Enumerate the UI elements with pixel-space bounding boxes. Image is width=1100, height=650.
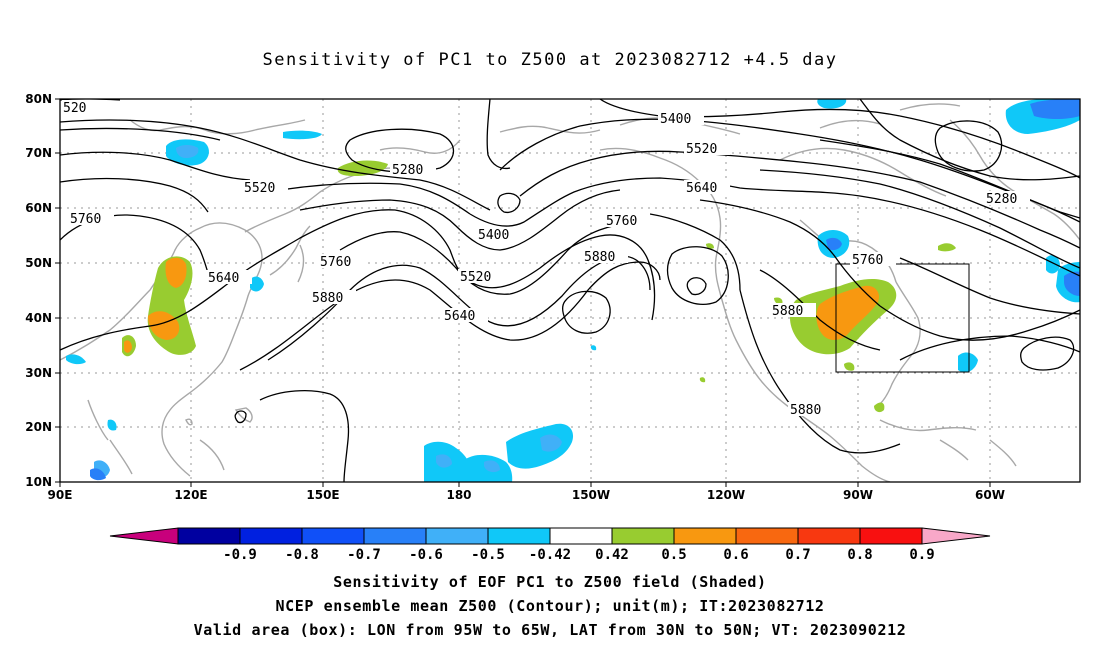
lon-label-120w: 120W: [707, 488, 745, 502]
plot-title: Sensitivity of PC1 to Z500 at 2023082712…: [262, 50, 838, 70]
contour-label: 5760: [320, 255, 351, 270]
contour-label: 5640: [208, 271, 239, 286]
colorbar: -0.9 -0.8 -0.7 -0.6 -0.5 -0.42 0.42 0.5 0.6 0.7 0.…: [109, 527, 991, 563]
lon-label-90e: 90E: [48, 488, 73, 502]
colorbar-segment: [859, 527, 923, 545]
lon-label-60w: 60W: [975, 488, 1005, 502]
colorbar-tick-label: 0.42: [595, 547, 629, 563]
lat-label-10n: 10N: [25, 475, 52, 489]
lat-label-40n: 40N: [25, 311, 52, 325]
colorbar-tick-label: 0.8: [847, 547, 872, 563]
colorbar-tick-label: -0.5: [471, 547, 505, 563]
contour-label: 5760: [70, 212, 101, 227]
latitude-labels: 80N 70N 60N 50N 40N 30N 20N 10N: [25, 92, 52, 489]
contour-labels: 520 5280 5400 5520 5520 5640 5760 5280 5…: [62, 100, 1030, 418]
colorbar-segment: [109, 527, 179, 545]
colorbar-segment: [239, 527, 303, 545]
contour-label: 5760: [852, 253, 883, 268]
colorbar-segment: [735, 527, 799, 545]
longitude-labels: 90E 120E 150E 180 150W 120W 90W 60W: [48, 488, 1005, 502]
colorbar-segment: [797, 527, 861, 545]
colorbar-tick-label: 0.7: [785, 547, 810, 563]
colorbar-tick-label: 0.5: [661, 547, 686, 563]
lat-label-60n: 60N: [25, 201, 52, 215]
contour-label: 520: [63, 101, 86, 116]
contour-label: 5880: [772, 304, 803, 319]
colorbar-segment: [921, 527, 991, 545]
contour-label: 5880: [584, 250, 615, 265]
colorbar-tick-label: 0.6: [723, 547, 748, 563]
lon-label-180: 180: [446, 488, 471, 502]
colorbar-segment: [673, 527, 737, 545]
colorbar-tick-label: -0.6: [409, 547, 443, 563]
colorbar-tick-label: -0.42: [529, 547, 571, 563]
contour-label: 5640: [686, 181, 717, 196]
colorbar-segment: [611, 527, 675, 545]
lat-label-20n: 20N: [25, 420, 52, 434]
colorbar-segment: [363, 527, 427, 545]
contour-label: 5280: [986, 192, 1017, 207]
contour-label: 5880: [790, 403, 821, 418]
contour-label: 5400: [660, 112, 691, 127]
coastlines: [60, 103, 1080, 482]
lat-label-30n: 30N: [25, 366, 52, 380]
colorbar-segment: [425, 527, 489, 545]
axis-ticks: [55, 98, 991, 487]
caption-line-2: NCEP ensemble mean Z500 (Contour); unit(…: [275, 597, 825, 615]
contour-label: 5640: [444, 309, 475, 324]
map-border: [59, 98, 1081, 483]
contour-label: 5280: [392, 163, 423, 178]
sensitivity-shading: [66, 99, 1080, 482]
colorbar-tick-label: -0.7: [347, 547, 381, 563]
gridlines: [60, 99, 1080, 482]
colorbar-segment: [549, 527, 613, 545]
caption-line-3: Valid area (box): LON from 95W to 65W, L…: [193, 621, 907, 639]
contour-label: 5520: [460, 270, 491, 285]
caption-line-1: Sensitivity of EOF PC1 to Z500 field (Sh…: [333, 573, 767, 591]
contour-label: 5520: [244, 181, 275, 196]
lat-label-70n: 70N: [25, 146, 52, 160]
colorbar-tick-label: -0.8: [285, 547, 319, 563]
contour-label: 5880: [312, 291, 343, 306]
colorbar-segment: [487, 527, 551, 545]
colorbar-segment: [177, 527, 241, 545]
colorbar-segment: [301, 527, 365, 545]
lon-label-150e: 150E: [306, 488, 339, 502]
lon-label-90w: 90W: [843, 488, 873, 502]
contour-label: 5760: [606, 214, 637, 229]
valid-area-box: [835, 263, 970, 373]
contour-label: 5400: [478, 228, 509, 243]
lon-label-120e: 120E: [174, 488, 207, 502]
lat-label-80n: 80N: [25, 92, 52, 106]
map-area: [60, 99, 1080, 482]
contour-label: 5520: [686, 142, 717, 157]
lon-label-150w: 150W: [572, 488, 610, 502]
colorbar-tick-label: 0.9: [909, 547, 934, 563]
colorbar-tick-label: -0.9: [223, 547, 257, 563]
lat-label-50n: 50N: [25, 256, 52, 270]
